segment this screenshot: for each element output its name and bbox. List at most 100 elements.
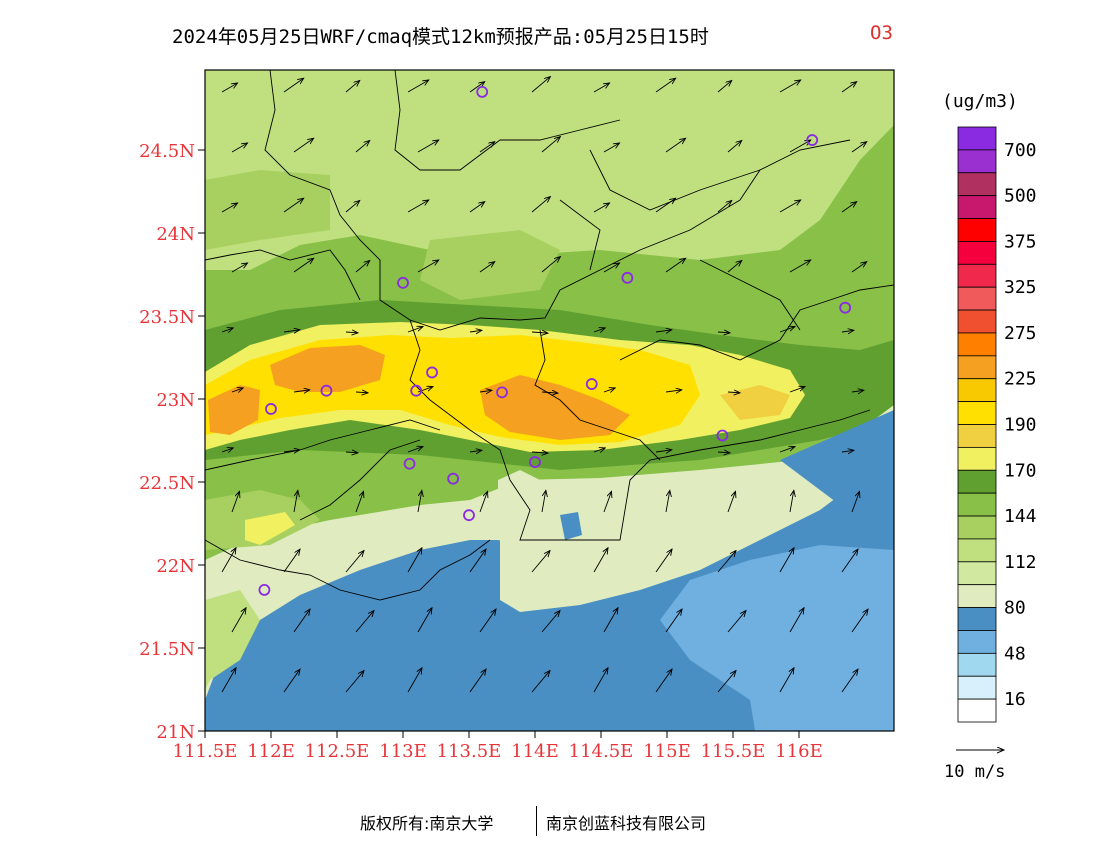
wind-arrow — [717, 671, 736, 693]
legend-label: 170 — [1004, 460, 1037, 481]
wind-arrow — [789, 387, 805, 393]
wind-arrow — [469, 549, 486, 573]
wind-arrow — [531, 671, 550, 693]
wind-arrow — [479, 142, 495, 153]
wind-arrow — [665, 609, 682, 633]
land-patch-ne — [560, 140, 720, 230]
wind-arrow — [345, 200, 360, 213]
wind-arrow — [841, 202, 857, 213]
lon-label: 112.5E — [305, 741, 370, 762]
wind-arrow — [531, 452, 548, 453]
wind-arrow — [593, 83, 610, 93]
legend-label: 48 — [1004, 643, 1026, 664]
legend-swatch — [957, 286, 997, 311]
lon-label: 115E — [643, 741, 691, 762]
wind-arrow — [231, 388, 243, 392]
legend-label: 190 — [1004, 415, 1037, 436]
legend-swatch — [957, 378, 997, 403]
wind-arrow — [221, 668, 236, 693]
lon-label: 111.5E — [173, 741, 238, 762]
wind-arrow — [469, 82, 485, 93]
wind-arrow — [717, 332, 730, 333]
wind-arrow — [841, 549, 858, 573]
station-marker[interactable] — [839, 301, 852, 314]
wind-arrow — [283, 549, 300, 573]
ozone-patch-sw — [245, 512, 295, 545]
wind-arrow — [789, 608, 804, 633]
wind-arrow — [727, 260, 742, 273]
legend-swatch — [957, 218, 997, 242]
wind-arrow — [727, 140, 742, 153]
wind-arrow — [665, 390, 682, 392]
legend-swatch — [957, 149, 997, 174]
wind-arrow — [727, 491, 736, 513]
station-marker[interactable] — [621, 271, 634, 284]
wind-arrow — [779, 200, 801, 213]
legend-swatch — [957, 492, 997, 517]
station-marker[interactable] — [403, 457, 416, 470]
wind-arrow — [531, 332, 548, 333]
wind-arrow — [541, 392, 558, 393]
station-marker[interactable] — [265, 403, 277, 415]
station-marker[interactable] — [585, 378, 598, 390]
wind-arrow — [355, 260, 370, 273]
station-marker[interactable] — [447, 472, 460, 485]
wind-arrow — [231, 263, 248, 273]
wind-arrow — [841, 669, 858, 693]
wind-arrow — [293, 258, 314, 273]
station-marker[interactable] — [529, 456, 541, 468]
station-marker[interactable] — [716, 429, 729, 442]
lon-label: 115.5E — [701, 741, 766, 762]
wind-arrow — [541, 611, 560, 633]
legend-swatch — [957, 469, 997, 494]
station-markers — [258, 86, 852, 596]
wind-arrow — [655, 450, 672, 452]
wind-arrow — [221, 203, 238, 213]
wind-arrow — [479, 491, 488, 513]
station-marker[interactable] — [410, 384, 423, 397]
lat-label: 21.5N — [139, 639, 195, 660]
wind-arrow — [665, 258, 686, 273]
station-marker[interactable] — [496, 386, 508, 399]
station-marker[interactable] — [426, 366, 438, 379]
lat-label: 21N — [156, 722, 195, 743]
latitude-labels: 24.5N 24N 23.5N 23N 22.5N 22N 21.5N 21N — [139, 141, 195, 743]
wind-arrow — [479, 262, 495, 273]
estuary — [498, 470, 575, 545]
station-marker[interactable] — [320, 384, 333, 397]
wind-arrow — [717, 452, 730, 453]
station-marker[interactable] — [806, 134, 819, 146]
wind-arrow — [779, 668, 794, 693]
station-marker[interactable] — [463, 509, 475, 522]
lat-label: 23.5N — [139, 307, 195, 328]
wind-arrow — [345, 551, 364, 573]
wind-arrow — [593, 448, 605, 452]
legend-swatch — [957, 584, 997, 608]
station-marker[interactable] — [258, 584, 271, 596]
wind-arrow — [283, 198, 304, 213]
title-main: 2024年05月25日WRF/cmaq模式12km预报产品:05月25日15时 — [172, 26, 709, 48]
title-variable: O3 — [870, 22, 893, 44]
wind-arrow — [727, 611, 746, 633]
color-legend: 700 500 375 325 275 225 190 170 144 112 80 48 16 — [957, 126, 1037, 723]
longitude-labels: 111.5E 112E 112.5E 113E 113.5E 114E 114.5E 115E… — [173, 741, 823, 762]
legend-swatch — [957, 401, 997, 425]
wind-vectors — [221, 77, 868, 693]
wind-arrow — [417, 490, 422, 513]
legend-unit: (ug/m3) — [942, 91, 1018, 112]
land-light-north — [205, 70, 894, 270]
sea-light-area — [660, 545, 894, 731]
wind-arrow — [779, 80, 801, 93]
wind-arrow — [531, 551, 550, 573]
estuary-water — [560, 512, 582, 540]
wind-arrow — [407, 200, 429, 213]
legend-swatch — [957, 172, 997, 197]
station-marker[interactable] — [397, 276, 409, 289]
wind-arrow — [655, 198, 676, 213]
legend-swatch — [957, 561, 997, 586]
station-marker[interactable] — [476, 86, 489, 98]
wind-arrow — [345, 332, 358, 333]
wind-arrow — [851, 142, 867, 153]
lat-label: 24.5N — [139, 141, 195, 162]
legend-swatch — [957, 309, 997, 334]
